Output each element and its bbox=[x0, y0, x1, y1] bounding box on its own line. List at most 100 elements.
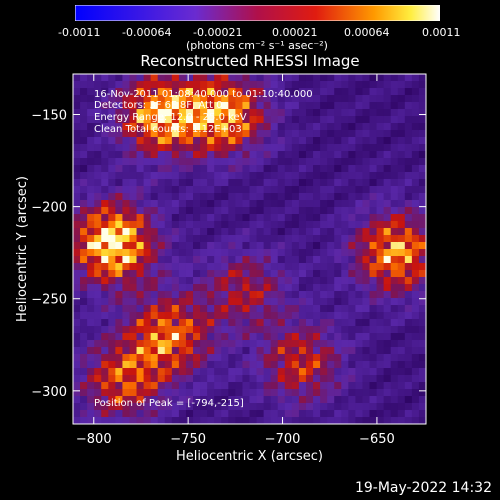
heatmap-cell bbox=[214, 333, 222, 341]
heatmap-cell bbox=[178, 151, 187, 159]
heatmap-cell bbox=[171, 95, 180, 103]
heatmap-cell bbox=[157, 179, 166, 187]
heatmap-cell bbox=[256, 249, 265, 257]
heatmap-cell bbox=[327, 88, 335, 96]
heatmap-cell bbox=[355, 123, 363, 131]
heatmap-cell bbox=[164, 298, 173, 306]
heatmap-cell bbox=[108, 382, 116, 390]
heatmap-cell bbox=[150, 270, 159, 278]
heatmap-cell bbox=[94, 242, 102, 250]
heatmap-cell bbox=[355, 375, 363, 383]
heatmap-cell bbox=[214, 277, 222, 285]
heatmap-cell bbox=[298, 81, 307, 89]
heatmap-cell bbox=[305, 270, 314, 278]
heatmap-cell bbox=[249, 95, 257, 103]
heatmap-cell bbox=[327, 319, 335, 327]
heatmap-cell bbox=[73, 151, 81, 159]
heatmap-cell bbox=[383, 109, 392, 117]
heatmap-cell bbox=[214, 389, 222, 397]
heatmap-cell bbox=[164, 312, 173, 320]
heatmap-cell bbox=[207, 403, 215, 411]
heatmap-cell bbox=[383, 165, 392, 173]
heatmap-cell bbox=[143, 361, 152, 369]
heatmap-cell bbox=[348, 207, 356, 215]
heatmap-cell bbox=[418, 417, 427, 425]
heatmap-cell bbox=[214, 270, 222, 278]
heatmap-cell bbox=[171, 361, 180, 369]
heatmap-cell bbox=[397, 417, 406, 425]
heatmap-cell bbox=[291, 410, 300, 418]
heatmap-cell bbox=[235, 410, 243, 418]
heatmap-cell bbox=[228, 102, 236, 110]
heatmap-cell bbox=[101, 81, 109, 89]
heatmap-cell bbox=[87, 88, 95, 96]
heatmap-cell bbox=[249, 221, 257, 229]
heatmap-cell bbox=[348, 95, 356, 103]
heatmap-cell bbox=[404, 172, 413, 180]
heatmap-cell bbox=[87, 144, 95, 152]
heatmap-cell bbox=[397, 354, 406, 362]
heatmap-cell bbox=[369, 130, 377, 138]
heatmap-cell bbox=[404, 403, 413, 411]
heatmap-cell bbox=[411, 347, 420, 355]
heatmap-cell bbox=[270, 221, 279, 229]
heatmap-cell bbox=[355, 249, 363, 257]
heatmap-cell bbox=[355, 116, 363, 124]
heatmap-cell bbox=[94, 263, 102, 271]
heatmap-cell bbox=[334, 116, 342, 124]
heatmap-cell bbox=[376, 305, 385, 313]
heatmap-cell bbox=[73, 382, 81, 390]
heatmap-cell bbox=[73, 165, 81, 173]
heatmap-cell bbox=[320, 333, 328, 341]
heatmap-cell bbox=[404, 109, 413, 117]
heatmap-cell bbox=[390, 389, 399, 397]
heatmap-cell bbox=[185, 95, 194, 103]
heatmap-cell bbox=[228, 277, 236, 285]
heatmap-cell bbox=[320, 249, 328, 257]
heatmap-cell bbox=[214, 137, 222, 145]
heatmap-cell bbox=[108, 179, 116, 187]
heatmap-cell bbox=[277, 305, 286, 313]
heatmap-cell bbox=[193, 109, 201, 117]
heatmap-cell bbox=[397, 228, 406, 236]
heatmap-cell bbox=[193, 256, 201, 264]
heatmap-cell bbox=[80, 130, 88, 138]
heatmap-cell bbox=[87, 74, 95, 82]
heatmap-cell bbox=[390, 179, 399, 187]
heatmap-cell bbox=[284, 228, 293, 236]
heatmap-cell bbox=[291, 396, 300, 404]
heatmap-cell bbox=[178, 249, 187, 257]
heatmap-cell bbox=[143, 81, 152, 89]
heatmap-cell bbox=[129, 130, 137, 138]
heatmap-cell bbox=[235, 186, 243, 194]
heatmap-cell bbox=[313, 214, 321, 222]
heatmap-cell bbox=[164, 417, 173, 425]
heatmap-cell bbox=[143, 277, 152, 285]
heatmap-cell bbox=[108, 88, 116, 96]
heatmap-cell bbox=[207, 382, 215, 390]
heatmap-cell bbox=[284, 298, 293, 306]
heatmap-cell bbox=[228, 186, 236, 194]
heatmap-cell bbox=[129, 165, 137, 173]
heatmap-cell bbox=[334, 396, 342, 404]
heatmap-cell bbox=[369, 347, 377, 355]
heatmap-cell bbox=[305, 312, 314, 320]
heatmap-cell bbox=[185, 298, 194, 306]
heatmap-cell bbox=[242, 291, 250, 299]
heatmap-cell bbox=[115, 305, 123, 313]
heatmap-cell bbox=[313, 340, 321, 348]
heatmap-cell bbox=[341, 74, 349, 82]
heatmap-cell bbox=[143, 389, 152, 397]
heatmap-cell bbox=[334, 235, 342, 243]
heatmap-cell bbox=[390, 144, 399, 152]
heatmap-cell bbox=[320, 403, 328, 411]
heatmap-cell bbox=[214, 221, 222, 229]
heatmap-cell bbox=[200, 298, 208, 306]
heatmap-cell bbox=[369, 144, 377, 152]
heatmap-cell bbox=[193, 249, 201, 257]
heatmap-cell bbox=[94, 116, 102, 124]
heatmap-cell bbox=[115, 158, 123, 166]
heatmap-cell bbox=[101, 165, 109, 173]
heatmap-cell bbox=[327, 291, 335, 299]
heatmap-cell bbox=[327, 361, 335, 369]
